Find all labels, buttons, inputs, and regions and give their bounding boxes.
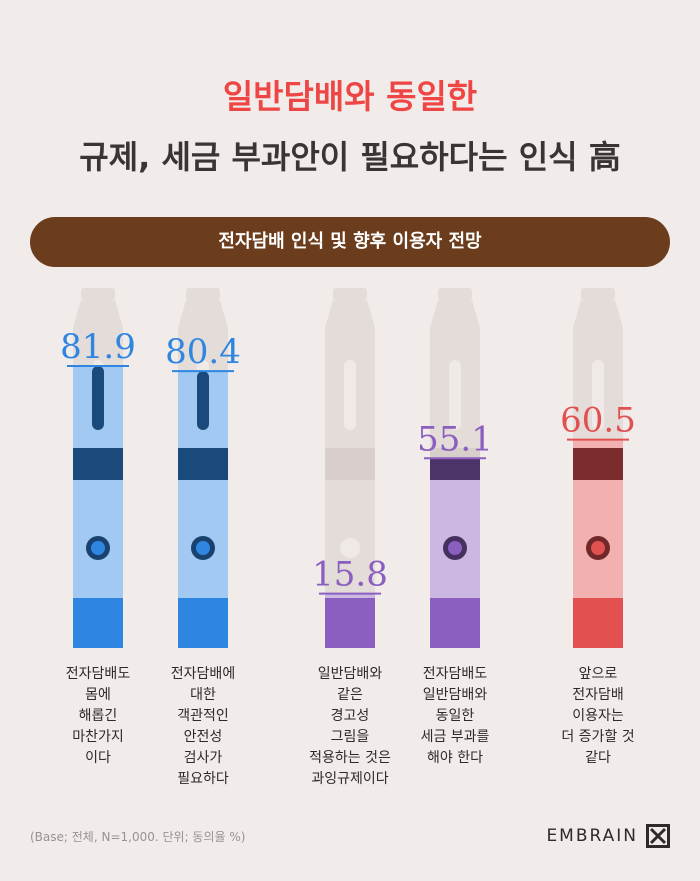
- bar-band: [178, 448, 228, 480]
- footnote: (Base; 전체, N=1,000. 단위; 동의율 %): [30, 830, 246, 844]
- ghost-mouthpiece: [186, 288, 220, 300]
- bar-base: [178, 598, 228, 648]
- bar-button: [448, 541, 462, 555]
- chart-banner: 전자담배 인식 및 향후 이용자 전망: [30, 217, 670, 267]
- category-label-line: 전자담배에: [170, 666, 236, 682]
- category-label-line: 더 증가할 것: [561, 729, 635, 745]
- value-label: 15.8: [312, 555, 388, 595]
- category-label-line: 전자담배도: [65, 666, 131, 682]
- logo-text: EMBRAIN: [546, 826, 638, 846]
- category-label-line: 적용하는 것은: [309, 750, 391, 766]
- category-label-line: 전자담배도: [422, 666, 488, 682]
- ghost-window: [592, 360, 604, 430]
- ghost-neck: [178, 300, 228, 328]
- embrain-logo: EMBRAIN: [546, 824, 670, 848]
- title-line1: 일반담배와 동일한: [222, 77, 478, 116]
- category-label-line: 대한: [190, 687, 216, 703]
- category-label-line: 이다: [85, 750, 111, 766]
- logo-mark-icon: [646, 824, 670, 848]
- category-label-line: 일반담배와: [422, 687, 488, 703]
- bar-band: [73, 448, 123, 480]
- category-label-line: 세금 부과를: [420, 729, 490, 745]
- ghost-neck: [73, 300, 123, 328]
- value-label: 60.5: [560, 401, 636, 441]
- bar-window: [197, 371, 209, 430]
- bar-window: [92, 366, 104, 430]
- ghost-mouthpiece: [333, 288, 367, 300]
- category-label-line: 과잉규제이다: [311, 771, 389, 787]
- title-line2: 규제, 세금 부과안이 필요하다는 인식 高: [79, 138, 621, 176]
- ghost-mouthpiece: [581, 288, 615, 300]
- category-label-line: 같다: [585, 750, 611, 766]
- value-label: 55.1: [417, 419, 493, 459]
- bar-button: [91, 541, 105, 555]
- category-label-line: 동일한: [435, 708, 475, 724]
- category-label-line: 일반담배와: [317, 666, 383, 682]
- category-label-line: 필요하다: [177, 771, 229, 787]
- category-label-line: 검사가: [183, 750, 223, 766]
- ghost-window: [449, 360, 461, 430]
- ghost-button: [340, 538, 360, 558]
- category-label-line: 몸에: [85, 687, 111, 703]
- ghost-mouthpiece: [438, 288, 472, 300]
- bar-band: [430, 458, 480, 480]
- bar-base: [325, 598, 375, 648]
- category-label-line: 객관적인: [177, 708, 229, 724]
- ghost-mouthpiece: [81, 288, 115, 300]
- category-label-line: 앞으로: [578, 666, 618, 682]
- ghost-window: [344, 360, 356, 430]
- ghost-neck: [325, 300, 375, 328]
- category-label-line: 해야 한다: [427, 750, 483, 766]
- bar-button: [196, 541, 210, 555]
- category-label-line: 경고성: [330, 708, 370, 724]
- ghost-neck: [430, 300, 480, 328]
- category-label-line: 안전성: [183, 729, 223, 745]
- value-label: 81.9: [60, 327, 136, 367]
- category-label-line: 전자담배: [572, 687, 624, 703]
- bar-base: [573, 598, 623, 648]
- bar-band: [573, 448, 623, 480]
- bar-button: [591, 541, 605, 555]
- chart: 81.9 80.4 15.8 55.1 60.5: [60, 288, 636, 648]
- category-label-line: 그림을: [330, 729, 370, 745]
- category-label-line: 이용자는: [572, 708, 624, 724]
- value-label: 80.4: [165, 332, 241, 372]
- ghost-neck: [573, 300, 623, 328]
- ghost-band: [325, 448, 375, 480]
- bar-base: [73, 598, 123, 648]
- category-label-line: 같은: [337, 687, 363, 703]
- category-label-line: 해롭긴: [78, 708, 118, 724]
- category-label-line: 마찬가지: [72, 729, 124, 745]
- bar-base: [430, 598, 480, 648]
